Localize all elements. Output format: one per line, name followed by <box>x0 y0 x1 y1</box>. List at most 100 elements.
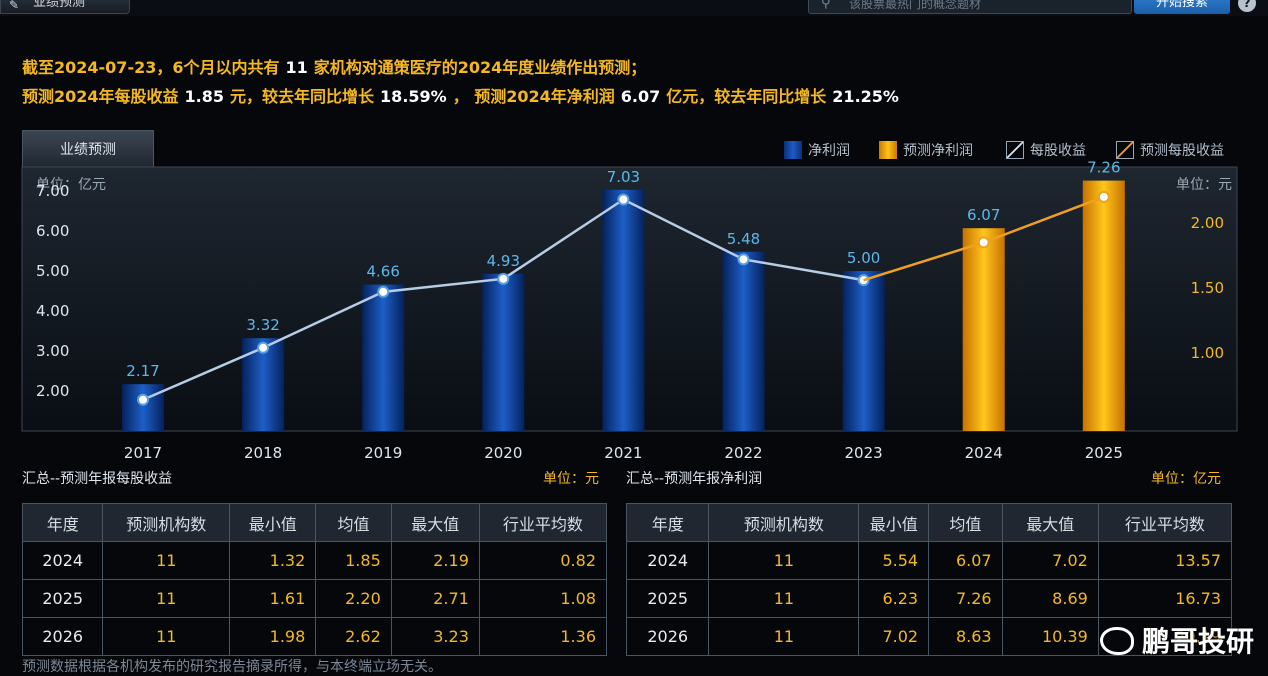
table-cell: 2026 <box>21 617 104 656</box>
legend-net-profit[interactable]: 净利润 <box>784 141 850 161</box>
table-row: 2024 11 1.32 1.85 2.19 0.82 <box>21 541 608 580</box>
x-axis-tick: 2020 <box>484 444 522 462</box>
data-label: 4.93 <box>487 252 520 270</box>
table-cell: 7.02 <box>858 617 930 656</box>
watermark-text: 鹏哥投研 <box>1142 625 1255 658</box>
bar-2025 <box>1082 180 1125 431</box>
point-2022 <box>737 253 750 266</box>
data-label: 3.32 <box>246 316 279 334</box>
table-cell: 5.54 <box>858 541 930 580</box>
table-header-cell: 年度 <box>625 503 710 542</box>
table-header-cell: 行业平均数 <box>1097 503 1233 542</box>
forecast-eps-value: 1.85 <box>184 87 225 106</box>
point-2018 <box>257 341 270 354</box>
x-axis-tick: 2017 <box>124 444 162 462</box>
summary-line-1: 截至2024-07-23，6个月以内共有 11 家机构对通策医疗的2024年度业绩作… <box>22 54 646 78</box>
table-cell: 2025 <box>21 579 104 618</box>
bar-2019 <box>362 284 405 431</box>
left-axis-tick: 3.00 <box>36 342 69 360</box>
search-input[interactable]: ⚲ 该股票最热门的概念题材 <box>808 0 1132 14</box>
bar-2020 <box>482 273 525 431</box>
table-cell: 2.71 <box>390 579 480 618</box>
legend-forecast-eps[interactable]: 预测每股收益 <box>1116 141 1224 161</box>
table-cell: 6.23 <box>858 579 930 618</box>
bar-2021 <box>602 189 645 431</box>
point-2020 <box>497 272 510 285</box>
table-row: 2026 11 7.02 8.63 10.39 20.19 <box>625 617 1233 656</box>
table-cell: 8.69 <box>1001 579 1099 618</box>
table-cell: 7.02 <box>1001 541 1099 580</box>
table-header-cell: 最小值 <box>229 503 317 542</box>
left-axis-tick: 2.00 <box>36 382 69 400</box>
right-axis-tick: 2.00 <box>1191 214 1224 232</box>
summary-text: 家机构对通策医疗的2024年度业绩作出预测； <box>313 58 647 77</box>
table-cell: 16.73 <box>1097 579 1233 618</box>
table-cell: 2.62 <box>315 617 392 656</box>
weibo-logo-icon <box>1100 627 1134 655</box>
net-profit-forecast-table: 年度 预测机构数 最小值 均值 最大值 行业平均数 2024 11 5.54 6.07 7.02 13… <box>625 503 1233 656</box>
search-placeholder: 该股票最热门的概念题材 <box>849 0 982 11</box>
orange-line-swatch-icon <box>1116 141 1134 159</box>
table-cell: 1.08 <box>478 579 608 618</box>
point-2021 <box>617 193 630 206</box>
eps-table-unit: 单位：元 <box>543 471 599 487</box>
table-cell: 11 <box>102 617 231 656</box>
summary-text: 预测2024年每股收益 <box>22 87 179 106</box>
data-label: 5.00 <box>847 249 880 267</box>
right-axis-tick: 1.50 <box>1191 279 1224 297</box>
table-cell: 0.82 <box>478 541 608 580</box>
summary-text: 亿元，较去年同比增长 <box>666 87 827 106</box>
point-2019 <box>377 285 390 298</box>
legend-eps[interactable]: 每股收益 <box>1006 141 1086 161</box>
table-cell: 2025 <box>625 579 710 618</box>
table-cell: 1.85 <box>315 541 392 580</box>
line-swatch-icon <box>1006 141 1024 159</box>
help-icon[interactable]: ? <box>1238 0 1256 12</box>
chart-tab-forecast[interactable]: 业绩预测 <box>22 130 154 167</box>
table-cell: 2026 <box>625 617 710 656</box>
bar-2017 <box>122 384 164 431</box>
eps-table-title: 汇总--预测年报每股收益 <box>22 471 173 487</box>
table-cell: 11 <box>102 541 231 580</box>
legend-forecast-net-profit[interactable]: 预测净利润 <box>879 141 973 161</box>
right-axis-unit: 单位：元 <box>1176 177 1232 193</box>
gold-bar-swatch-icon <box>879 141 897 159</box>
search-button[interactable]: 开始搜索 <box>1134 0 1230 14</box>
legend-label: 每股收益 <box>1030 143 1086 159</box>
table-cell: 7.26 <box>928 579 1003 618</box>
table-header-cell: 最小值 <box>858 503 930 542</box>
x-axis-tick: 2019 <box>364 444 402 462</box>
blue-bar-swatch-icon <box>784 141 802 159</box>
table-cell: 6.07 <box>928 541 1003 580</box>
left-axis-tick: 7.00 <box>36 182 69 200</box>
eps-forecast-table: 年度 预测机构数 最小值 均值 最大值 行业平均数 2024 11 1.32 1.85 2.19 0.… <box>21 503 608 656</box>
forecast-net-profit-value: 6.07 <box>620 87 661 106</box>
tab-label: 业绩预测 <box>33 0 86 10</box>
np-table-unit: 单位：亿元 <box>1151 471 1221 487</box>
np-table-title: 汇总--预测年报净利润 <box>626 471 763 487</box>
summary-text: 元，较去年同比增长 <box>230 87 375 106</box>
data-label: 7.03 <box>607 168 640 186</box>
x-axis-tick: 2022 <box>724 444 762 462</box>
x-axis-tick: 2024 <box>965 444 1003 462</box>
x-axis-tick: 2021 <box>604 444 642 462</box>
table-cell: 13.57 <box>1097 541 1233 580</box>
summary-line-2: 预测2024年每股收益 1.85 元，较去年同比增长 18.59% ， 预测2024年净… <box>22 83 905 107</box>
summary-text: 截至2024-07-23，6个月以内共有 <box>22 58 280 77</box>
data-label: 4.66 <box>366 263 399 281</box>
data-label: 6.07 <box>967 206 1000 224</box>
tab-performance-forecast[interactable]: ✎ 业绩预测 <box>0 0 130 14</box>
eps-growth-value: 18.59% <box>380 87 447 106</box>
bar-2023 <box>842 271 885 431</box>
search-icon: ⚲ <box>821 0 831 11</box>
table-cell: 1.61 <box>229 579 317 618</box>
legend-label: 预测每股收益 <box>1140 143 1224 159</box>
table-cell: 11 <box>102 579 231 618</box>
point-2017 <box>137 393 149 406</box>
legend-label: 净利润 <box>808 143 850 159</box>
table-row: 2024 11 5.54 6.07 7.02 13.57 <box>625 541 1233 580</box>
watermark: 鹏哥投研 <box>1100 620 1254 660</box>
x-axis-tick: 2018 <box>244 444 282 462</box>
point-2024 <box>977 236 990 249</box>
left-axis-tick: 4.00 <box>36 302 69 320</box>
